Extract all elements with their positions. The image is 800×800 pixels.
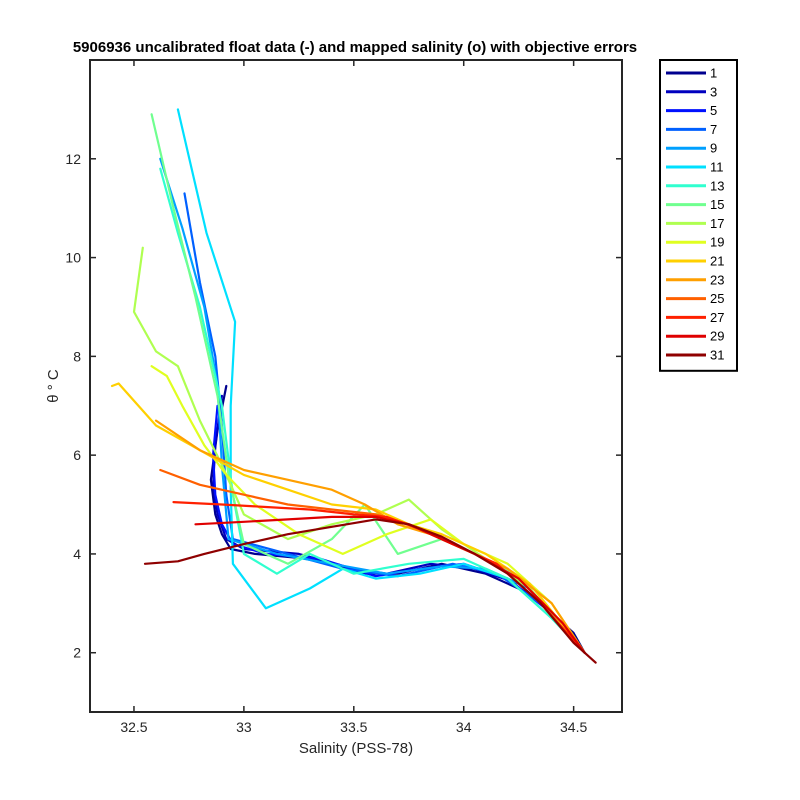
legend-label-23: 23 xyxy=(710,272,724,287)
legend-label-9: 9 xyxy=(710,141,717,156)
series-line-19 xyxy=(150,365,586,654)
chart-title: 5906936 uncalibrated float data (-) and … xyxy=(73,39,637,56)
legend-label-5: 5 xyxy=(710,103,717,118)
axes-layer: 32.5 33 33.5 34 34.5 2 4 6 8 10 12 xyxy=(65,59,623,735)
legend-label-13: 13 xyxy=(710,178,724,193)
series-line-11 xyxy=(176,108,586,654)
y-tick-label: 4 xyxy=(73,546,81,562)
legend-box xyxy=(659,59,738,372)
x-tick-label: 34 xyxy=(456,719,472,735)
series-line-21 xyxy=(110,382,586,654)
series-line-31 xyxy=(143,518,597,664)
x-tick-label: 33 xyxy=(236,719,252,735)
x-tick-label: 33.5 xyxy=(340,719,367,735)
legend-label-7: 7 xyxy=(710,122,717,137)
y-tick-label: 8 xyxy=(73,348,81,364)
y-tick-label: 12 xyxy=(65,151,81,167)
series-line-13 xyxy=(159,167,586,654)
series-line-17 xyxy=(132,246,586,654)
y-tick-label: 6 xyxy=(73,447,81,463)
legend-label-29: 29 xyxy=(710,329,724,344)
legend-label-31: 31 xyxy=(710,348,724,363)
x-tick-label: 32.5 xyxy=(120,719,147,735)
legend-label-17: 17 xyxy=(710,216,724,231)
axes-box xyxy=(89,59,623,713)
y-tick-label: 10 xyxy=(65,250,81,266)
legend-label-15: 15 xyxy=(710,197,724,212)
legend-label-1: 1 xyxy=(710,66,717,81)
x-axis-label: Salinity (PSS-78) xyxy=(299,740,413,757)
y-axis-label: θ ° C xyxy=(45,369,62,403)
series-layer xyxy=(110,108,597,664)
legend-label-27: 27 xyxy=(710,310,724,325)
legend-label-25: 25 xyxy=(710,291,724,306)
y-tick-label: 2 xyxy=(73,645,81,661)
legend-label-19: 19 xyxy=(710,235,724,250)
x-tick-label: 34.5 xyxy=(560,719,587,735)
plot-area xyxy=(90,60,622,712)
legend-label-21: 21 xyxy=(710,254,724,269)
series-line-23 xyxy=(154,419,586,654)
legend-label-3: 3 xyxy=(710,84,717,99)
legend-label-11: 11 xyxy=(710,160,724,175)
